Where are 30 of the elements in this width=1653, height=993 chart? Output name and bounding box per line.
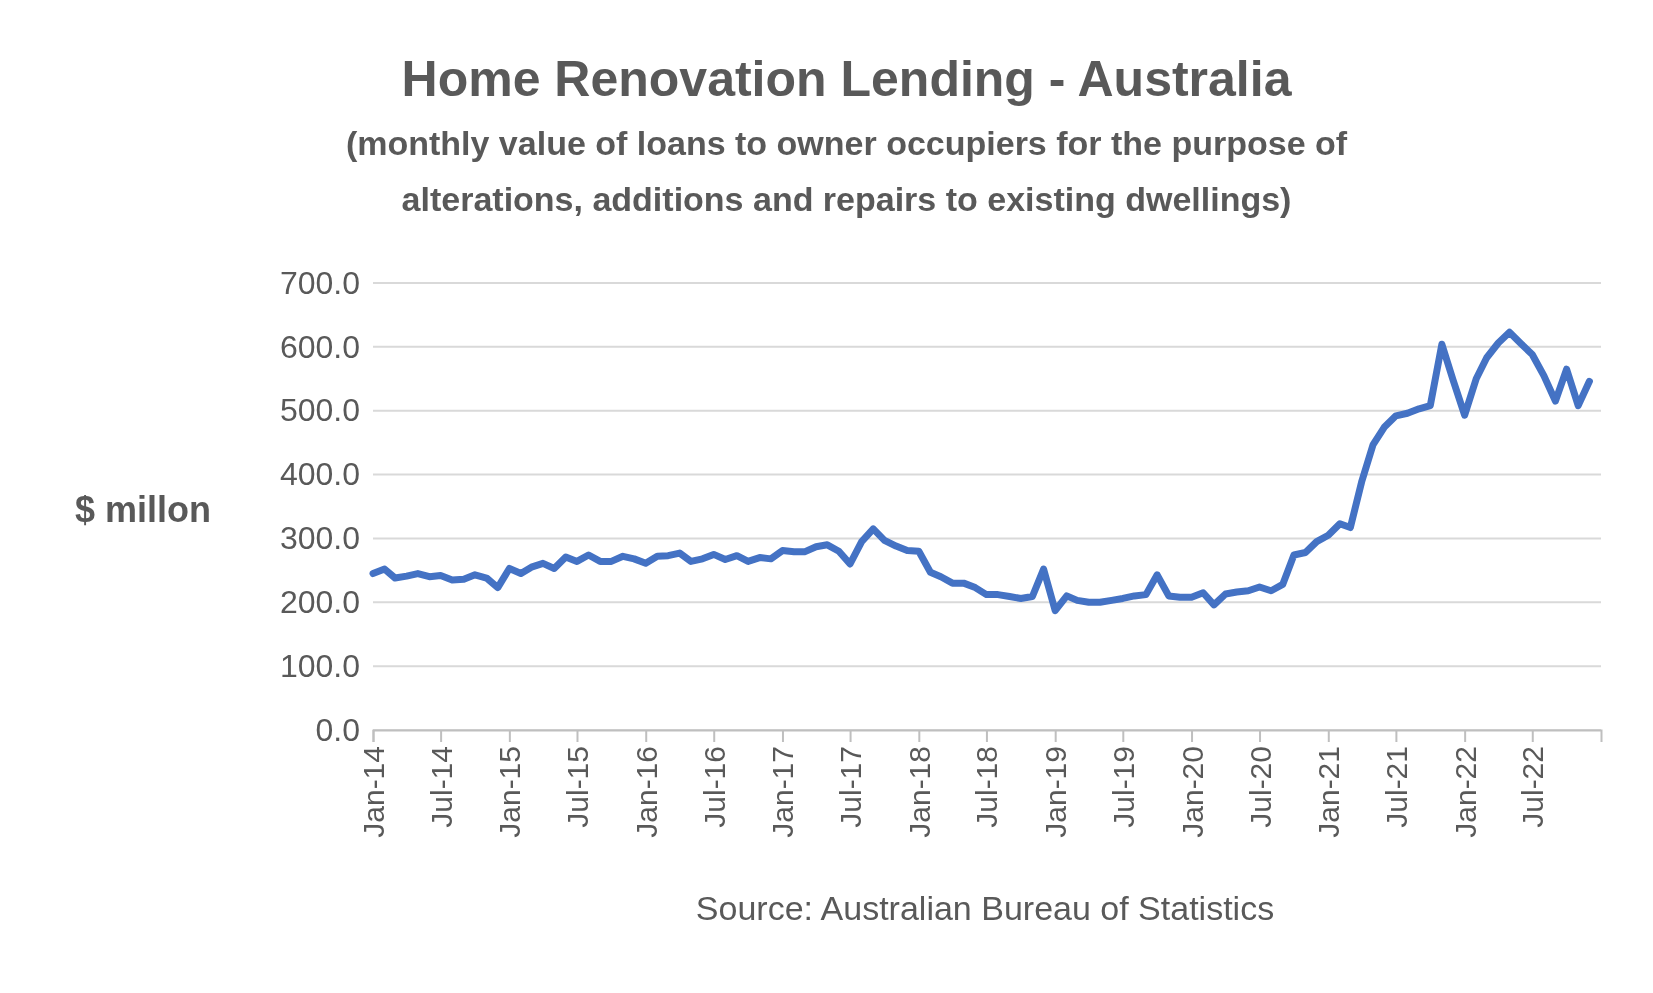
y-tick-label: 500.0 [279, 392, 360, 429]
chart-subtitle: (monthly value of loans to owner occupiers for the purpose of alterations, additions and repairs to existing dwellings) [345, 124, 1348, 218]
x-tick-label: Jan-20 [1175, 746, 1209, 838]
source-note: Source: Australian Bureau of Statistics [695, 889, 1275, 927]
y-tick-label: 600.0 [279, 328, 360, 365]
y-tick-label: 700.0 [279, 264, 360, 301]
x-tick-label: Jul-14 [424, 746, 458, 828]
y-tick-label: 100.0 [279, 647, 360, 684]
y-tick-label: 0.0 [315, 711, 360, 748]
x-tick-label: Jan-18 [902, 746, 936, 838]
x-tick-label: Jul-18 [970, 746, 1004, 828]
x-tick-label: Jan-21 [1312, 746, 1346, 838]
x-tick-label: Jan-14 [357, 746, 390, 838]
y-tick-label: 200.0 [279, 584, 360, 621]
x-tick-label: Jan-22 [1448, 746, 1482, 838]
x-tick-label: Jan-17 [766, 746, 800, 838]
x-tick-label: Jul-21 [1379, 746, 1413, 828]
x-tick-label: Jan-15 [493, 746, 527, 838]
x-tick-label: Jul-19 [1106, 746, 1140, 828]
x-tick-label: Jan-16 [629, 746, 663, 838]
x-tick-label: Jul-20 [1243, 746, 1277, 828]
chart-title: Home Renovation Lending - Australia [401, 51, 1293, 107]
x-tick-label: Jul-16 [697, 746, 731, 828]
y-tick-label: 300.0 [279, 520, 360, 557]
x-tick-label: Jan-19 [1039, 746, 1073, 838]
x-tick-label: Jul-22 [1516, 746, 1550, 828]
x-tick-label: Jul-15 [560, 746, 594, 828]
x-tick-label: Jul-17 [834, 746, 868, 828]
y-axis-title: $ millon [74, 489, 212, 530]
y-tick-label: 400.0 [279, 456, 360, 493]
